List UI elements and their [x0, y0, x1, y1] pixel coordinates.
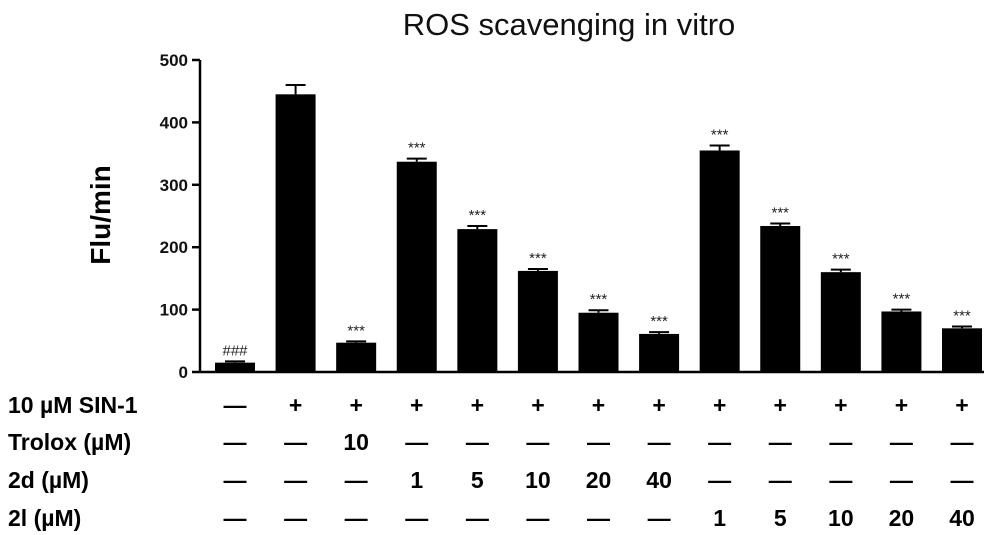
treatment-cell: +: [592, 392, 605, 418]
treatment-cell: 10: [828, 505, 854, 531]
treatment-cell: +: [349, 392, 362, 418]
significance-label: ***: [650, 313, 668, 330]
significance-label: ***: [832, 251, 850, 268]
treatment-cell: —: [224, 467, 247, 493]
bar: [881, 311, 922, 372]
treatment-row-label: 2l (µM): [8, 505, 81, 531]
treatment-cell: —: [284, 429, 307, 455]
treatment-cell: —: [890, 429, 913, 455]
treatment-cell: 40: [949, 505, 975, 531]
treatment-cell: —: [587, 429, 610, 455]
treatment-cell: —: [224, 392, 247, 418]
bars-group: ### *** *** *** *** *** *** *** *** *** *** ***: [200, 83, 984, 374]
significance-label: ***: [469, 207, 487, 224]
treatment-cell: —: [708, 429, 731, 455]
y-tick-label: 200: [160, 238, 188, 257]
treatment-cell: +: [955, 392, 968, 418]
treatment-cell: +: [713, 392, 726, 418]
treatment-cell: 40: [646, 467, 672, 493]
treatment-cell: —: [587, 505, 610, 531]
treatment-cell: +: [289, 392, 302, 418]
significance-label: ***: [408, 140, 426, 157]
treatment-cell: —: [284, 505, 307, 531]
bar: [275, 94, 316, 372]
bar: [517, 270, 558, 372]
treatment-cell: —: [526, 429, 549, 455]
treatment-cell: +: [652, 392, 665, 418]
treatment-cell: +: [410, 392, 423, 418]
treatment-cell: 20: [586, 467, 612, 493]
significance-label: ***: [529, 250, 547, 267]
y-axis: 0 100 200 300 400 500: [160, 51, 202, 382]
bar: [820, 272, 861, 372]
treatment-cell: —: [345, 467, 368, 493]
treatment-cell: 1: [410, 467, 423, 493]
treatment-cell: —: [951, 429, 974, 455]
treatment-cell: —: [466, 429, 489, 455]
significance-label: ***: [771, 204, 789, 221]
treatment-row-label: 10 µM SIN-1: [8, 392, 138, 418]
y-tick-label: 300: [160, 176, 188, 195]
treatment-cell: —: [769, 429, 792, 455]
chart-title: ROS scavenging in vitro: [403, 7, 736, 42]
bar: [457, 229, 498, 372]
treatment-cell: +: [531, 392, 544, 418]
treatment-cell: 10: [343, 429, 369, 455]
treatment-cell: +: [895, 392, 908, 418]
treatment-cell: —: [769, 467, 792, 493]
bar: [942, 328, 982, 372]
treatment-cell: +: [774, 392, 787, 418]
bar: [699, 150, 740, 372]
y-tick-label: 0: [179, 363, 188, 382]
treatment-cell: —: [526, 505, 549, 531]
treatment-cell: —: [648, 505, 671, 531]
significance-label: ***: [711, 126, 729, 143]
treatment-cell: —: [890, 467, 913, 493]
treatment-cell: —: [405, 505, 428, 531]
treatment-cell: —: [224, 429, 247, 455]
bar: [336, 342, 377, 372]
treatment-cell: —: [648, 429, 671, 455]
bar: [215, 362, 255, 372]
treatment-cell: —: [829, 467, 852, 493]
treatment-cell: —: [951, 467, 974, 493]
treatment-row-label: 2d (µM): [8, 467, 89, 493]
significance-label: ***: [893, 291, 911, 308]
treatment-cell: —: [224, 505, 247, 531]
bar: [639, 333, 680, 372]
treatment-cell: +: [834, 392, 847, 418]
treatment-cell: —: [708, 467, 731, 493]
y-tick-label: 100: [160, 301, 188, 320]
treatment-cell: 10: [525, 467, 551, 493]
significance-label: ###: [222, 342, 248, 359]
treatment-cell: —: [345, 505, 368, 531]
bar: [760, 225, 801, 372]
bar: [396, 161, 437, 372]
treatment-row-label: Trolox (µM): [8, 429, 131, 455]
y-axis-label: Flu/min: [85, 165, 116, 265]
treatment-table: 10 µM SIN-1 — + + + + + + + + + + + + Trolox (µM) — — 10 —…: [8, 392, 975, 531]
treatment-cell: +: [471, 392, 484, 418]
treatment-cell: 1: [713, 505, 726, 531]
treatment-cell: —: [829, 429, 852, 455]
bar: [578, 312, 619, 372]
treatment-cell: —: [466, 505, 489, 531]
treatment-cell: 5: [774, 505, 787, 531]
significance-label: ***: [590, 291, 608, 308]
significance-label: ***: [347, 322, 365, 339]
treatment-cell: —: [284, 467, 307, 493]
y-tick-label: 400: [160, 113, 188, 132]
y-tick-label: 500: [160, 51, 188, 70]
significance-label: ***: [953, 307, 971, 324]
treatment-cell: 20: [889, 505, 915, 531]
treatment-cell: —: [405, 429, 428, 455]
treatment-cell: 5: [471, 467, 484, 493]
